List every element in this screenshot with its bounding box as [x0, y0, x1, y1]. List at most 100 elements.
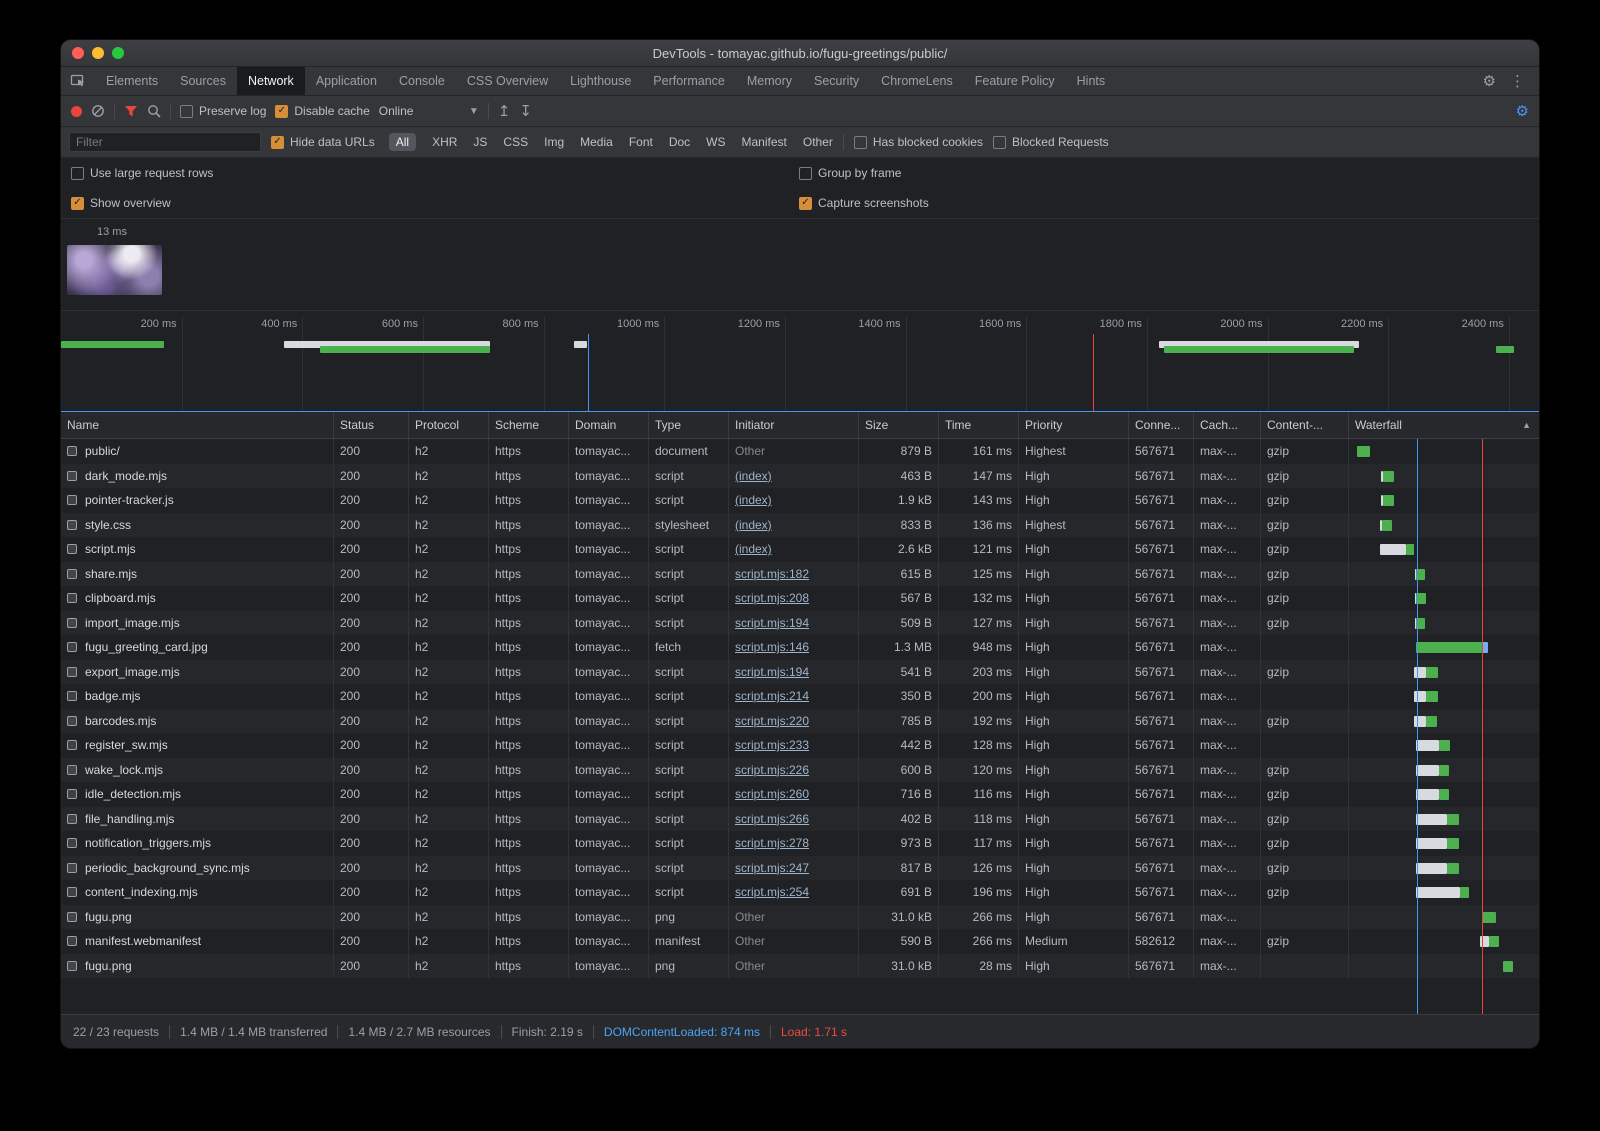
table-row[interactable]: file_handling.mjs 200 h2 https tomayac... scr…: [61, 806, 1539, 831]
filter-type-manifest[interactable]: Manifest: [741, 135, 787, 149]
initiator-link[interactable]: script.mjs:214: [735, 689, 810, 704]
filter-icon[interactable]: [124, 105, 138, 118]
initiator-link[interactable]: (index): [735, 542, 772, 557]
initiator-link[interactable]: script.mjs:208: [735, 591, 810, 606]
table-row[interactable]: idle_detection.mjs 200 h2 https tomayac... sc…: [61, 782, 1539, 807]
tab-memory[interactable]: Memory: [746, 74, 793, 88]
kebab-menu-icon[interactable]: ⋮: [1510, 72, 1525, 90]
initiator-link[interactable]: script.mjs:254: [735, 885, 810, 900]
show-overview-checkbox[interactable]: Show overview: [71, 196, 171, 210]
table-row[interactable]: import_image.mjs 200 h2 https tomayac... scri…: [61, 610, 1539, 635]
tab-security[interactable]: Security: [814, 74, 860, 88]
tab-console[interactable]: Console: [398, 74, 445, 88]
initiator-link[interactable]: script.mjs:233: [735, 738, 810, 753]
table-row[interactable]: periodic_background_sync.mjs 200 h2 https to…: [61, 855, 1539, 880]
initiator-link[interactable]: script.mjs:182: [735, 566, 810, 581]
column-header-scheme[interactable]: Scheme: [489, 412, 569, 438]
initiator-link[interactable]: script.mjs:278: [735, 836, 810, 851]
table-row[interactable]: dark_mode.mjs 200 h2 https tomayac... script (…: [61, 463, 1539, 488]
initiator-link[interactable]: script.mjs:260: [735, 787, 810, 802]
column-header-size[interactable]: Size: [859, 412, 939, 438]
table-row[interactable]: public/200 h2 https tomayac... document Other…: [61, 439, 1539, 464]
initiator-link[interactable]: (index): [735, 468, 772, 483]
filter-type-all[interactable]: All: [388, 133, 417, 151]
close-window-button[interactable]: [72, 47, 84, 59]
tab-feature-policy[interactable]: Feature Policy: [974, 74, 1055, 88]
table-row[interactable]: style.css 200 h2 https tomayac... stylesheet (…: [61, 512, 1539, 537]
filter-type-ws[interactable]: WS: [706, 135, 726, 149]
throttling-select[interactable]: Online ▼: [379, 104, 479, 118]
record-button[interactable]: [71, 105, 82, 117]
column-header-domain[interactable]: Domain: [569, 412, 649, 438]
blocked-requests-checkbox[interactable]: Blocked Requests: [992, 135, 1109, 149]
filter-type-img[interactable]: Img: [544, 135, 565, 149]
table-row[interactable]: share.mjs 200 h2 https tomayac... script scrip…: [61, 561, 1539, 586]
table-row[interactable]: fugu.png 200 h2 https tomayac... png Other 31.0…: [61, 953, 1539, 978]
filmstrip-thumbnail[interactable]: [67, 245, 162, 295]
tab-application[interactable]: Application: [315, 74, 377, 88]
inspect-icon[interactable]: [61, 67, 95, 95]
table-row[interactable]: export_image.mjs 200 h2 https tomayac... scri…: [61, 659, 1539, 684]
filter-input[interactable]: [69, 132, 261, 152]
zoom-window-button[interactable]: [112, 47, 124, 59]
titlebar[interactable]: DevTools - tomayac.github.io/fugu-greeti…: [61, 40, 1539, 67]
initiator-link[interactable]: script.mjs:247: [735, 860, 810, 875]
table-row[interactable]: script.mjs 200 h2 https tomayac... script (ind…: [61, 537, 1539, 562]
column-header-cach[interactable]: Cach...: [1194, 412, 1261, 438]
table-row[interactable]: fugu.png 200 h2 https tomayac... png Other 31.0…: [61, 904, 1539, 929]
initiator-link[interactable]: (index): [735, 493, 772, 508]
preserve-log-checkbox[interactable]: Preserve log: [180, 104, 266, 118]
initiator-link[interactable]: script.mjs:194: [735, 664, 810, 679]
clear-icon[interactable]: [91, 104, 105, 118]
initiator-link[interactable]: script.mjs:146: [735, 640, 810, 655]
tab-performance[interactable]: Performance: [653, 74, 725, 88]
hide-data-urls-checkbox[interactable]: Hide data URLs: [271, 135, 375, 149]
column-header-protocol[interactable]: Protocol: [409, 412, 489, 438]
column-header-type[interactable]: Type: [649, 412, 729, 438]
column-header-name[interactable]: Name: [61, 412, 334, 438]
initiator-link[interactable]: script.mjs:220: [735, 713, 810, 728]
table-row[interactable]: badge.mjs 200 h2 https tomayac... script scrip…: [61, 684, 1539, 709]
table-row[interactable]: content_indexing.mjs 200 h2 https tomayac...…: [61, 880, 1539, 905]
table-row[interactable]: fugu_greeting_card.jpg 200 h2 https tomayac.…: [61, 635, 1539, 660]
column-header-time[interactable]: Time: [939, 412, 1019, 438]
column-header-priority[interactable]: Priority: [1019, 412, 1129, 438]
has-blocked-cookies-checkbox[interactable]: Has blocked cookies: [853, 135, 983, 149]
tab-chromelens[interactable]: ChromeLens: [881, 74, 953, 88]
tab-elements[interactable]: Elements: [106, 74, 159, 88]
column-header-conne[interactable]: Conne...: [1129, 412, 1194, 438]
tab-css-overview[interactable]: CSS Overview: [466, 74, 549, 88]
disable-cache-checkbox[interactable]: Disable cache: [275, 104, 370, 118]
column-header-initiator[interactable]: Initiator: [729, 412, 859, 438]
filter-type-font[interactable]: Font: [628, 135, 653, 149]
search-icon[interactable]: [147, 104, 161, 118]
column-header-status[interactable]: Status: [334, 412, 409, 438]
tab-lighthouse[interactable]: Lighthouse: [570, 74, 632, 88]
tab-hints[interactable]: Hints: [1076, 74, 1106, 88]
initiator-link[interactable]: script.mjs:266: [735, 811, 810, 826]
tab-sources[interactable]: Sources: [180, 74, 226, 88]
filter-type-other[interactable]: Other: [802, 135, 833, 149]
filter-type-css[interactable]: CSS: [503, 135, 529, 149]
filter-type-doc[interactable]: Doc: [668, 135, 691, 149]
initiator-link[interactable]: (index): [735, 517, 772, 532]
table-row[interactable]: manifest.webmanifest 200 h2 https tomayac...…: [61, 929, 1539, 954]
network-overview-timeline[interactable]: 200 ms 400 ms 600 ms 800 ms 1000 ms 1200 ms 14…: [61, 311, 1539, 411]
network-settings-gear-icon[interactable]: ⚙: [1515, 102, 1529, 120]
initiator-link[interactable]: script.mjs:226: [735, 762, 810, 777]
import-har-icon[interactable]: ↥: [497, 103, 511, 120]
minimize-window-button[interactable]: [92, 47, 104, 59]
tab-network[interactable]: Network: [236, 67, 305, 95]
filter-type-js[interactable]: JS: [473, 135, 488, 149]
table-row[interactable]: register_sw.mjs 200 h2 https tomayac... scrip…: [61, 733, 1539, 758]
filter-type-media[interactable]: Media: [580, 135, 613, 149]
group-by-frame-checkbox[interactable]: Group by frame: [799, 166, 901, 180]
export-har-icon[interactable]: ↧: [519, 103, 532, 120]
column-header-content[interactable]: Content-...: [1261, 412, 1349, 438]
filter-type-xhr[interactable]: XHR: [432, 135, 458, 149]
table-row[interactable]: wake_lock.mjs 200 h2 https tomayac... script s…: [61, 757, 1539, 782]
table-row[interactable]: clipboard.mjs 200 h2 https tomayac... script s…: [61, 586, 1539, 611]
use-large-request-rows-checkbox[interactable]: Use large request rows: [71, 166, 213, 180]
table-row[interactable]: pointer-tracker.js 200 h2 https tomayac... sc…: [61, 488, 1539, 513]
capture-screenshots-checkbox[interactable]: Capture screenshots: [799, 196, 929, 210]
